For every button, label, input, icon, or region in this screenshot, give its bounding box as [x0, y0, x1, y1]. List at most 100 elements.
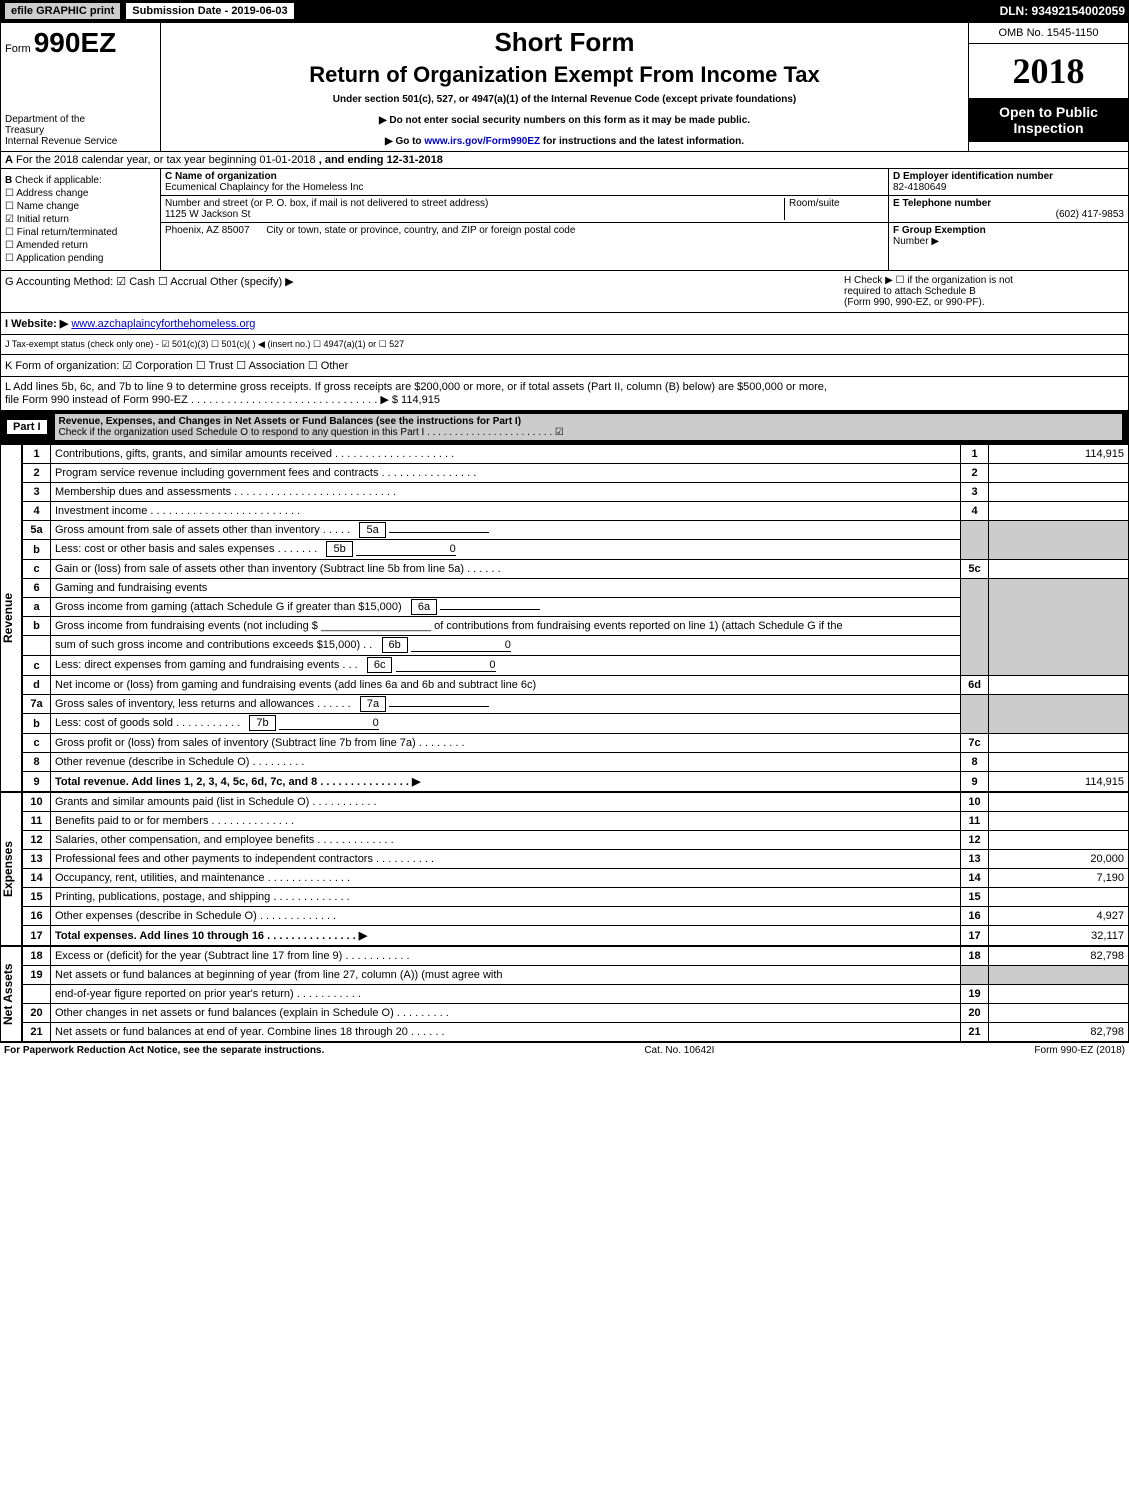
val-8: [989, 753, 1129, 772]
f-label: F Group Exemption: [893, 225, 1124, 236]
netassets-table: 18Excess or (deficit) for the year (Subt…: [22, 946, 1129, 1042]
k-text: K Form of organization: ☑ Corporation ☐ …: [5, 359, 1124, 372]
dept-line1: Department of the: [5, 114, 156, 125]
val-16: 4,927: [989, 907, 1129, 926]
val-1: 114,915: [989, 445, 1129, 464]
return-title: Return of Organization Exempt From Incom…: [165, 62, 964, 88]
chk-final-return[interactable]: Final return/terminated: [5, 227, 156, 238]
omb-number: OMB No. 1545-1150: [969, 23, 1128, 44]
num-20: 20: [961, 1004, 989, 1023]
desc-8: Other revenue (describe in Schedule O) .…: [51, 753, 961, 772]
ln-17: 17: [23, 926, 51, 946]
line-g-h: G Accounting Method: ☑ Cash ☐ Accrual Ot…: [0, 271, 1129, 313]
org-name: Ecumenical Chaplaincy for the Homeless I…: [165, 182, 884, 193]
short-form-title: Short Form: [165, 27, 964, 58]
desc-7b: Less: cost of goods sold . . . . . . . .…: [51, 714, 961, 734]
c-label: C Name of organization: [165, 171, 884, 182]
line-i: I Website: ▶ www.azchaplaincyforthehomel…: [0, 313, 1129, 335]
ln-19: 19: [23, 966, 51, 985]
ln-7a: 7a: [23, 695, 51, 714]
desc-16: Other expenses (describe in Schedule O) …: [51, 907, 961, 926]
shade-19v: [989, 966, 1129, 985]
website-link[interactable]: www.azchaplaincyforthehomeless.org: [71, 318, 255, 330]
street-label: Number and street (or P. O. box, if mail…: [165, 198, 784, 209]
ln-5b: b: [23, 540, 51, 560]
shade-6: [961, 579, 989, 676]
irs-link[interactable]: www.irs.gov/Form990EZ: [424, 136, 540, 147]
ln-15: 15: [23, 888, 51, 907]
desc-19b: end-of-year figure reported on prior yea…: [51, 985, 961, 1004]
val-15: [989, 888, 1129, 907]
val-11: [989, 812, 1129, 831]
goto-line: ▶ Go to www.irs.gov/Form990EZ for instru…: [165, 136, 964, 147]
shade-5v: [989, 521, 1129, 560]
num-7c: 7c: [961, 734, 989, 753]
num-19b: 19: [961, 985, 989, 1004]
num-2: 2: [961, 464, 989, 483]
ln-6b: b: [23, 617, 51, 636]
num-14: 14: [961, 869, 989, 888]
h-line3: (Form 990, 990-EZ, or 990-PF).: [844, 297, 1124, 308]
ln-6c: c: [23, 656, 51, 676]
line-a: A For the 2018 calendar year, or tax yea…: [0, 152, 1129, 169]
ln-21: 21: [23, 1023, 51, 1042]
num-15: 15: [961, 888, 989, 907]
j-text: J Tax-exempt status (check only one) - ☑…: [5, 339, 1124, 350]
num-8: 8: [961, 753, 989, 772]
shade-7: [961, 695, 989, 734]
desc-20: Other changes in net assets or fund bala…: [51, 1004, 961, 1023]
line-a-text: For the 2018 calendar year, or tax year …: [16, 154, 316, 166]
desc-11: Benefits paid to or for members . . . . …: [51, 812, 961, 831]
revenue-section: Revenue 1Contributions, gifts, grants, a…: [0, 444, 1129, 792]
shade-7v: [989, 695, 1129, 734]
city-value: Phoenix, AZ 85007: [165, 225, 250, 236]
val-12: [989, 831, 1129, 850]
f-label2: Number ▶: [893, 236, 1124, 247]
h-line2: required to attach Schedule B: [844, 286, 1124, 297]
desc-14: Occupancy, rent, utilities, and maintena…: [51, 869, 961, 888]
ln-6a: a: [23, 598, 51, 617]
desc-10: Grants and similar amounts paid (list in…: [51, 793, 961, 812]
desc-5c: Gain or (loss) from sale of assets other…: [51, 560, 961, 579]
page-footer: For Paperwork Reduction Act Notice, see …: [0, 1042, 1129, 1058]
line-a-ending: , and ending 12-31-2018: [319, 154, 443, 166]
chk-initial-return[interactable]: Initial return: [5, 214, 156, 225]
l-text2: file Form 990 instead of Form 990-EZ . .…: [5, 393, 1124, 406]
open-public-line1: Open to Public: [973, 104, 1124, 120]
efile-print-button[interactable]: efile GRAPHIC print: [4, 2, 121, 20]
dept-line2: Treasury: [5, 125, 156, 136]
num-3: 3: [961, 483, 989, 502]
ln-6: 6: [23, 579, 51, 598]
ln-14: 14: [23, 869, 51, 888]
h-line1: H Check ▶ ☐ if the organization is not: [844, 275, 1124, 286]
line-l: L Add lines 5b, 6c, and 7b to line 9 to …: [0, 377, 1129, 411]
header-right: OMB No. 1545-1150 2018 Open to Public In…: [968, 23, 1128, 151]
val-7c: [989, 734, 1129, 753]
phone-value: (602) 417-9853: [893, 209, 1124, 220]
desc-5a: Gross amount from sale of assets other t…: [51, 521, 961, 540]
dln-label: DLN: 93492154002059: [1000, 4, 1125, 18]
section-b: B Check if applicable: Address change Na…: [1, 169, 161, 270]
shade-6v: [989, 579, 1129, 676]
submission-date-label: Submission Date - 2019-06-03: [125, 2, 294, 20]
chk-address-change[interactable]: Address change: [5, 188, 156, 199]
room-suite-label: Room/suite: [784, 198, 884, 220]
num-13: 13: [961, 850, 989, 869]
part1-desc: Revenue, Expenses, and Changes in Net As…: [55, 414, 1122, 440]
chk-amended[interactable]: Amended return: [5, 240, 156, 251]
desc-3: Membership dues and assessments . . . . …: [51, 483, 961, 502]
ln-18: 18: [23, 947, 51, 966]
top-bar: efile GRAPHIC print Submission Date - 20…: [0, 0, 1129, 22]
ln-5c: c: [23, 560, 51, 579]
chk-name-change[interactable]: Name change: [5, 201, 156, 212]
chk-app-pending[interactable]: Application pending: [5, 253, 156, 264]
val-21: 82,798: [989, 1023, 1129, 1042]
line-a-prefix: A: [5, 154, 13, 166]
form-identifier: Form 990EZ Department of the Treasury In…: [1, 23, 161, 151]
revenue-side-label: Revenue: [0, 444, 22, 792]
desc-6d: Net income or (loss) from gaming and fun…: [51, 676, 961, 695]
num-16: 16: [961, 907, 989, 926]
line-k: K Form of organization: ☑ Corporation ☐ …: [0, 355, 1129, 377]
num-17: 17: [961, 926, 989, 946]
desc-6b2: sum of such gross income and contributio…: [51, 636, 961, 656]
